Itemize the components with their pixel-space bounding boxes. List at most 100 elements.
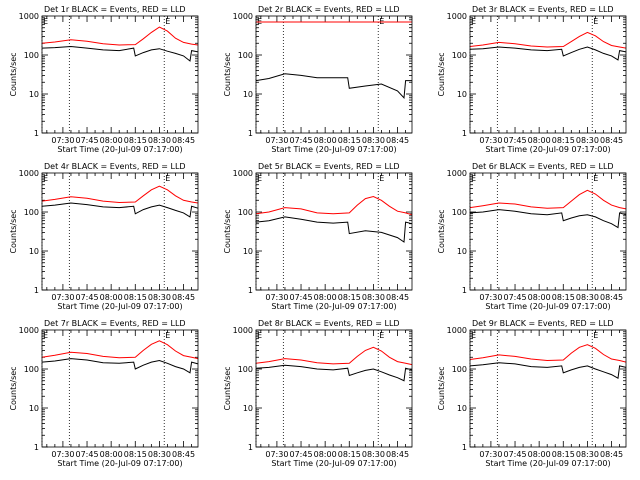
chart-panel-4: Det 4r BLACK = Events, RED = LLD 1 10 100 10… [9, 162, 199, 311]
events-series-line [41, 358, 199, 374]
x-tick-label: 07:45 [503, 450, 526, 459]
plot-frame [41, 329, 199, 448]
y-tick-label: 100 [452, 51, 467, 60]
lld-series-line [41, 340, 199, 360]
y-tick-label: 100 [24, 208, 39, 217]
events-series-line [41, 45, 199, 62]
x-tick-label: 08:00 [314, 450, 337, 459]
y-tick-label: 100 [452, 365, 467, 374]
y-axis-label: Counts/sec [437, 366, 446, 410]
plot-frame [469, 172, 627, 291]
x-tick-label: 08:15 [338, 293, 361, 302]
lld-series-line [469, 31, 627, 49]
x-tick-label: 08:15 [124, 450, 147, 459]
x-axis-label: Start Time (20-Jul-09 07:17:00) [271, 302, 396, 311]
x-tick-label: 08:15 [552, 136, 575, 145]
x-tick-label: 07:45 [75, 450, 98, 459]
events-series-line [255, 364, 413, 382]
x-tick-label: 07:45 [289, 450, 312, 459]
y-tick-label: 10 [29, 247, 39, 256]
x-tick-label: 08:00 [100, 293, 123, 302]
marker-label: E [165, 331, 170, 340]
events-series-line [469, 46, 627, 61]
marker-label: E [43, 331, 48, 340]
y-tick-label: 1000 [19, 12, 39, 21]
x-tick-label: 08:30 [362, 450, 385, 459]
chart-panel-1: Det 1r BLACK = Events, RED = LLD 1 10 100 10… [9, 5, 199, 154]
y-axis-label: Counts/sec [223, 366, 232, 410]
x-tick-label: 08:00 [100, 450, 123, 459]
marker-label: E [471, 17, 476, 26]
chart-title: Det 2r BLACK = Events, RED = LLD [258, 5, 400, 14]
chart-title: Det 9r BLACK = Events, RED = LLD [472, 319, 614, 328]
y-axis-label: Counts/sec [9, 52, 18, 96]
x-axis-label: Start Time (20-Jul-09 07:17:00) [57, 459, 182, 468]
y-tick-label: 1 [248, 443, 253, 452]
x-tick-label: 07:45 [503, 136, 526, 145]
y-tick-label: 1 [34, 286, 39, 295]
y-tick-label: 100 [452, 208, 467, 217]
plot-frame [41, 15, 199, 134]
marker-label: E [379, 331, 384, 340]
y-tick-label: 10 [243, 404, 253, 413]
marker-label: E [593, 17, 598, 26]
x-tick-label: 08:00 [100, 136, 123, 145]
y-tick-label: 100 [238, 51, 253, 60]
x-axis-label: Start Time (20-Jul-09 07:17:00) [485, 459, 610, 468]
x-tick-label: 07:30 [51, 136, 74, 145]
x-tick-label: 08:30 [148, 136, 171, 145]
y-axis-label: Counts/sec [437, 209, 446, 253]
x-tick-label: 08:45 [172, 293, 195, 302]
chart-title: Det 8r BLACK = Events, RED = LLD [258, 319, 400, 328]
lld-series-line [469, 344, 627, 363]
marker-label: E [257, 331, 262, 340]
x-tick-label: 07:30 [479, 450, 502, 459]
x-tick-label: 08:00 [528, 136, 551, 145]
events-series-line [469, 209, 627, 229]
x-axis-label: Start Time (20-Jul-09 07:17:00) [271, 145, 396, 154]
y-axis-label: Counts/sec [9, 209, 18, 253]
x-axis-label: Start Time (20-Jul-09 07:17:00) [485, 302, 610, 311]
x-axis-label: Start Time (20-Jul-09 07:17:00) [57, 145, 182, 154]
plot-frame [41, 172, 199, 291]
y-tick-label: 10 [457, 247, 467, 256]
marker-label: E [43, 17, 48, 26]
events-series-line [255, 216, 413, 243]
x-tick-label: 08:45 [386, 293, 409, 302]
x-tick-label: 07:30 [51, 293, 74, 302]
chart-panel-6: Det 6r BLACK = Events, RED = LLD 1 10 100 10… [437, 162, 627, 311]
x-tick-label: 08:15 [338, 136, 361, 145]
marker-label: E [43, 174, 48, 183]
marker-label: E [593, 331, 598, 340]
y-tick-label: 1000 [19, 326, 39, 335]
chart-title: Det 3r BLACK = Events, RED = LLD [472, 5, 614, 14]
x-tick-label: 08:00 [314, 136, 337, 145]
y-tick-label: 100 [238, 208, 253, 217]
y-tick-label: 10 [457, 90, 467, 99]
x-tick-label: 08:45 [600, 450, 623, 459]
x-tick-label: 08:45 [172, 450, 195, 459]
x-tick-label: 08:15 [124, 293, 147, 302]
events-series-line [41, 202, 199, 218]
x-tick-label: 08:30 [576, 450, 599, 459]
plot-frame [255, 15, 413, 134]
lld-series-line [255, 195, 413, 216]
x-tick-label: 07:45 [75, 293, 98, 302]
lld-series-line [469, 189, 627, 210]
plot-frame [255, 329, 413, 448]
chart-title: Det 4r BLACK = Events, RED = LLD [44, 162, 186, 171]
x-tick-label: 07:30 [479, 293, 502, 302]
x-tick-label: 08:30 [576, 293, 599, 302]
x-tick-label: 07:30 [265, 293, 288, 302]
x-tick-label: 08:00 [314, 293, 337, 302]
x-tick-label: 07:30 [51, 450, 74, 459]
chart-panel-7: Det 7r BLACK = Events, RED = LLD 1 10 100 10… [9, 319, 199, 468]
x-tick-label: 08:15 [124, 136, 147, 145]
marker-label: E [379, 174, 384, 183]
x-tick-label: 07:30 [479, 136, 502, 145]
chart-panel-3: Det 3r BLACK = Events, RED = LLD 1 10 100 10… [437, 5, 627, 154]
x-tick-label: 08:45 [172, 136, 195, 145]
plot-frame [469, 15, 627, 134]
chart-panel-9: Det 9r BLACK = Events, RED = LLD 1 10 100 10… [437, 319, 627, 468]
x-tick-label: 07:45 [289, 293, 312, 302]
